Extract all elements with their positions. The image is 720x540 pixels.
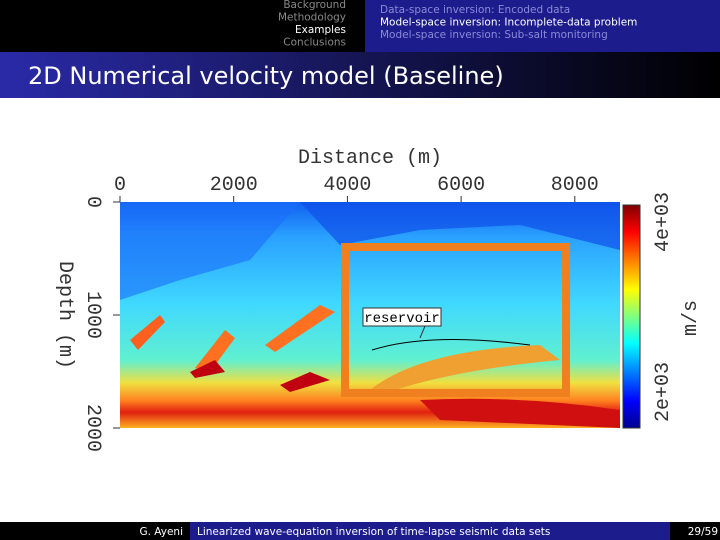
colorbar-tick: 4e+03	[652, 192, 675, 252]
title-bar	[0, 52, 720, 98]
x-tick-label: 2000	[210, 174, 258, 197]
footer-talk: Linearized wave-equation inversion of ti…	[197, 526, 550, 538]
annotation: reservoir	[364, 311, 440, 327]
y-tick-label: 0	[81, 196, 104, 208]
footer-page: 29/59	[688, 526, 718, 538]
x-tick-label: 0	[114, 174, 126, 197]
x-tick-label: 6000	[437, 174, 485, 197]
footer-author: G. Ayeni	[139, 526, 183, 538]
nav-subsection: Data-space inversion: Encoded data	[380, 4, 570, 16]
velocity-image	[120, 202, 620, 428]
slide-title: 2D Numerical velocity model (Baseline)	[28, 62, 504, 90]
nav-section: Conclusions	[283, 37, 346, 49]
colorbar	[622, 204, 641, 429]
nav-subsection: Model-space inversion: Incomplete-data p…	[380, 17, 637, 29]
nav-subsection: Model-space inversion: Sub-salt monitori…	[380, 29, 608, 41]
footer-left	[0, 522, 190, 540]
x-tick-label: 4000	[323, 174, 371, 197]
nav-section: Examples	[295, 24, 346, 36]
header-right	[365, 0, 720, 52]
x-label: Distance (m)	[298, 147, 442, 170]
y-tick-label: 1000	[81, 291, 104, 339]
colorbar-label: m/s	[680, 300, 703, 336]
footer-mid	[190, 522, 670, 540]
nav-section: Methodology	[278, 12, 346, 24]
y-label: Depth (m)	[53, 261, 76, 369]
nav-section: Background	[283, 0, 346, 11]
colorbar-tick: 2e+03	[652, 362, 675, 422]
footer-right	[670, 522, 720, 540]
x-tick-label: 8000	[551, 174, 599, 197]
y-tick-label: 2000	[81, 404, 104, 452]
